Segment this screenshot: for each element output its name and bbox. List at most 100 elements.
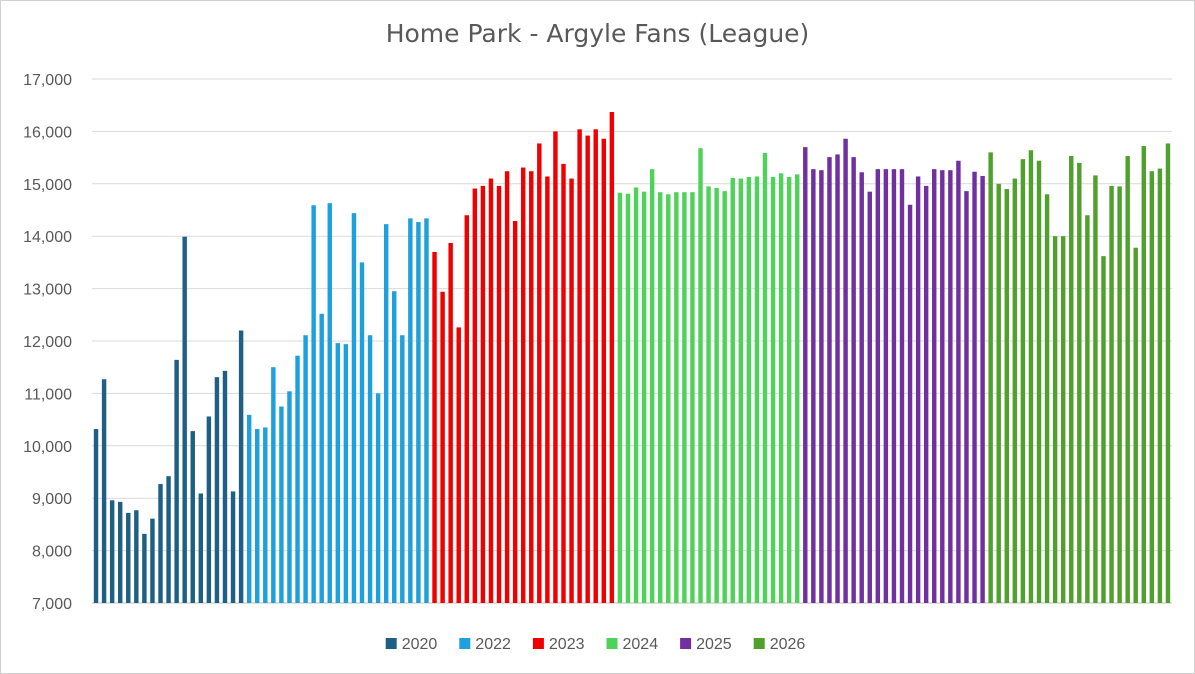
bar-2023: [545, 176, 550, 603]
legend-swatch-2022: [459, 638, 471, 649]
bar-2020: [238, 330, 244, 603]
bar-2025: [891, 169, 897, 603]
bar-2024: [706, 186, 711, 604]
y-tick-label: 10,000: [23, 439, 72, 456]
bar-2025: [907, 204, 913, 603]
bar-2022: [424, 218, 429, 603]
bar-2022: [383, 224, 389, 603]
bar-2023: [601, 138, 606, 604]
bar-2022: [255, 429, 260, 603]
bar-2022: [392, 291, 397, 603]
bar-2026: [1165, 143, 1171, 603]
legend-label-2023: 2023: [549, 636, 585, 653]
bar-2026: [1141, 146, 1146, 603]
bar-2020: [158, 484, 163, 603]
bar-2024: [682, 192, 687, 603]
bar-2020: [230, 491, 236, 603]
bar-2023: [472, 188, 478, 603]
bar-2025: [956, 160, 961, 604]
y-tick-label: 14,000: [23, 229, 72, 246]
legend-swatch-2020: [385, 638, 397, 649]
bar-2025: [883, 169, 889, 603]
legend-label-2026: 2026: [770, 636, 806, 653]
bar-2023: [593, 129, 598, 604]
bar-2020: [198, 493, 204, 603]
bar-2025: [827, 157, 832, 603]
bar-2024: [722, 191, 727, 603]
bar-2022: [295, 355, 300, 603]
bar-2022: [375, 393, 381, 603]
bar-2026: [1133, 247, 1138, 604]
bar-2023: [520, 167, 526, 603]
legend-swatch-2024: [606, 638, 618, 649]
bar-2022: [263, 427, 268, 603]
y-tick-label: 15,000: [23, 177, 72, 194]
bar-2022: [327, 203, 332, 603]
bar-2020: [142, 533, 147, 603]
bar-2024: [730, 178, 735, 604]
bar-2020: [117, 501, 123, 603]
bar-2023: [432, 251, 437, 604]
bar-2026: [1085, 215, 1090, 604]
bar-2022: [343, 344, 349, 603]
bar-2022: [271, 367, 276, 603]
bar-2026: [1125, 156, 1130, 603]
bar-2025: [948, 170, 953, 603]
bar-2024: [770, 176, 776, 604]
bar-2026: [1117, 186, 1122, 604]
y-tick-label: 17,000: [23, 72, 72, 89]
bar-2026: [1077, 162, 1082, 603]
bar-2023: [561, 163, 566, 603]
bar-2020: [222, 370, 228, 603]
bar-2025: [843, 138, 848, 604]
bar-2025: [851, 157, 856, 603]
bar-2026: [988, 152, 993, 604]
bar-2024: [786, 176, 792, 604]
bar-2022: [311, 205, 316, 603]
bar-2025: [932, 169, 937, 603]
bar-2020: [109, 500, 115, 603]
bar-2026: [996, 183, 1001, 604]
bar-2024: [754, 176, 760, 603]
y-tick-label: 8,000: [32, 544, 72, 561]
bar-2023: [504, 171, 510, 603]
bar-2022: [319, 313, 324, 603]
bar-2026: [1157, 168, 1163, 603]
y-tick-label: 12,000: [23, 334, 72, 351]
bar-2025: [819, 170, 824, 603]
chart-title: Home Park - Argyle Fans (League): [385, 19, 810, 48]
legend: 2020 2022 2023 2024 2025 2026: [385, 636, 806, 653]
bar-2025: [803, 147, 808, 603]
bar-2025: [972, 171, 977, 603]
legend-label-2024: 2024: [623, 636, 659, 653]
bar-2023: [496, 185, 502, 603]
bar-2023: [488, 178, 494, 603]
bar-2020: [126, 512, 131, 603]
bar-2026: [1004, 189, 1009, 604]
legend-label-2020: 2020: [402, 636, 438, 653]
bar-2024: [714, 187, 719, 604]
bar-2020: [93, 429, 99, 603]
bar-2023: [440, 291, 445, 603]
bar-2025: [940, 170, 945, 603]
bar-2025: [964, 191, 969, 603]
bar-2024: [657, 192, 663, 603]
gridlines: [92, 78, 1172, 604]
bar-2024: [633, 187, 639, 603]
bar-2024: [698, 148, 703, 604]
bar-2023: [456, 327, 461, 603]
bar-2025: [859, 172, 864, 603]
bar-2020: [182, 236, 187, 603]
bar-2024: [666, 194, 671, 603]
bar-2022: [303, 335, 308, 603]
bar-2022: [416, 222, 421, 604]
bar-2024: [641, 191, 647, 603]
bar-2020: [174, 359, 179, 603]
bar-2025: [811, 169, 816, 603]
bar-2024: [625, 193, 631, 603]
bar-2022: [400, 335, 405, 603]
bar-2024: [778, 173, 784, 603]
bar-2025: [980, 175, 985, 603]
bar-2024: [795, 174, 800, 603]
